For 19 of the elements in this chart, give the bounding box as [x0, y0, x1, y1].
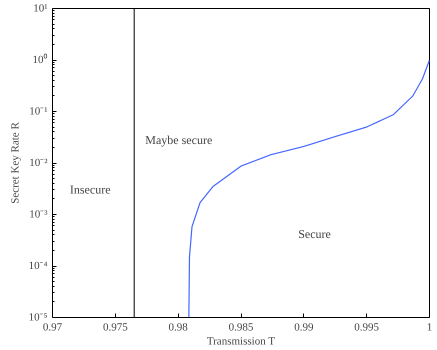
x-tick-label: 0.995 — [354, 322, 380, 334]
y-axis-title: Secret Key Rate R — [10, 122, 22, 204]
x-tick-label: 0.97 — [42, 322, 63, 334]
x-tick-label: 0.985 — [228, 322, 254, 334]
annotation: Maybe secure — [145, 132, 212, 147]
y-tick-label: 10⁻² — [29, 157, 48, 169]
x-tick-label: 0.975 — [102, 322, 128, 334]
x-tick-label: 1 — [426, 322, 432, 334]
x-axis-title: Transmission T — [206, 336, 276, 348]
y-tick-label: 10⁻³ — [29, 208, 48, 220]
annotation: Insecure — [70, 182, 111, 196]
y-tick-label: 10¹ — [33, 2, 48, 14]
x-tick-label: 0.99 — [294, 322, 314, 334]
annotation: Secure — [298, 227, 331, 242]
y-tick-label: 10⁻⁴ — [28, 260, 48, 272]
x-tick-label: 0.98 — [168, 322, 188, 334]
y-tick-label: 10⁻¹ — [29, 106, 48, 118]
y-tick-label: 10⁻⁵ — [28, 312, 48, 324]
y-tick-label: 10⁰ — [32, 53, 48, 66]
